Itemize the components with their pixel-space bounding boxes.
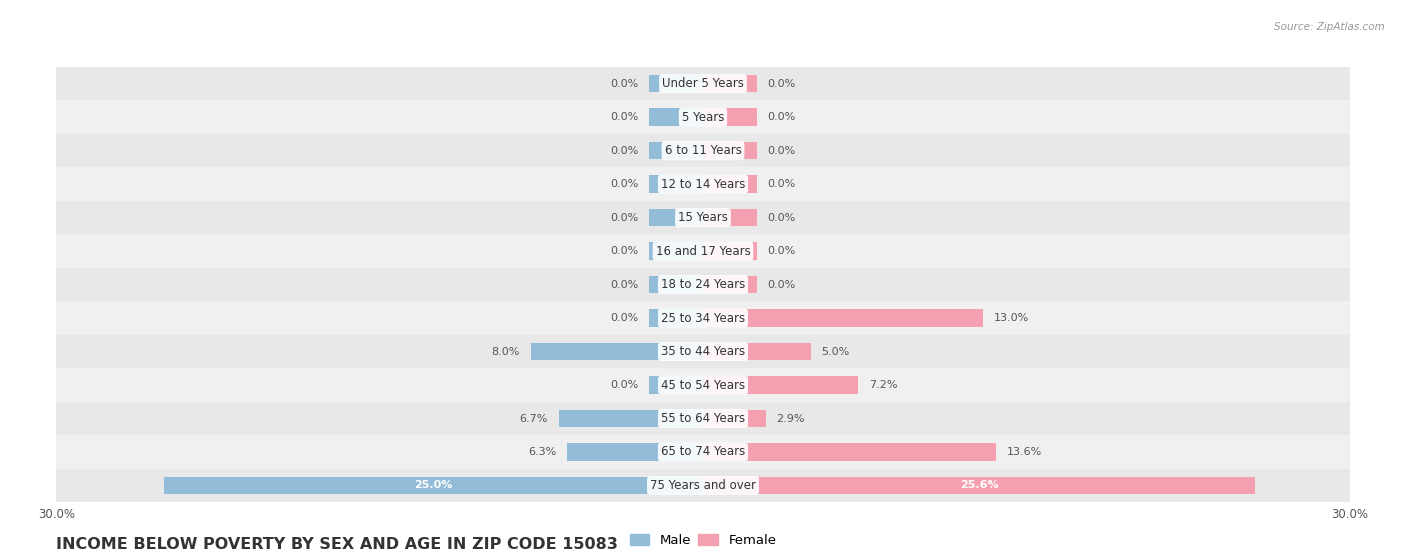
Bar	[558, 410, 703, 427]
Bar	[703, 443, 997, 461]
Text: 0.0%: 0.0%	[768, 280, 796, 290]
Bar	[703, 108, 756, 126]
Text: 0.0%: 0.0%	[610, 79, 638, 89]
Bar	[650, 309, 703, 327]
Text: 0.0%: 0.0%	[610, 246, 638, 256]
Bar	[650, 75, 703, 93]
Legend: Male, Female: Male, Female	[624, 528, 782, 552]
Text: 16 and 17 Years: 16 and 17 Years	[655, 244, 751, 258]
Text: 0.0%: 0.0%	[768, 112, 796, 122]
Text: Under 5 Years: Under 5 Years	[662, 77, 744, 90]
Bar	[650, 242, 703, 260]
Bar	[650, 108, 703, 126]
Text: 0.0%: 0.0%	[768, 79, 796, 89]
Bar	[56, 368, 1350, 402]
Text: 0.0%: 0.0%	[768, 213, 796, 223]
Text: 6.3%: 6.3%	[529, 447, 557, 457]
Bar	[703, 142, 756, 160]
Text: 18 to 24 Years: 18 to 24 Years	[661, 278, 745, 291]
Text: 0.0%: 0.0%	[610, 213, 638, 223]
Bar	[56, 67, 1350, 100]
Text: 0.0%: 0.0%	[610, 280, 638, 290]
Bar	[650, 276, 703, 294]
Bar	[650, 175, 703, 193]
Bar	[56, 201, 1350, 234]
Bar	[56, 134, 1350, 167]
Bar	[56, 402, 1350, 435]
Bar	[703, 309, 983, 327]
Bar	[56, 234, 1350, 268]
Text: 0.0%: 0.0%	[768, 246, 796, 256]
Text: 7.2%: 7.2%	[869, 380, 897, 390]
Bar	[650, 376, 703, 394]
Text: 15 Years: 15 Years	[678, 211, 728, 224]
Bar	[567, 443, 703, 461]
Text: 6.7%: 6.7%	[519, 413, 548, 424]
Bar	[56, 167, 1350, 201]
Text: 0.0%: 0.0%	[610, 380, 638, 390]
Bar	[703, 376, 858, 394]
Bar	[703, 343, 811, 360]
Bar	[703, 209, 756, 227]
Text: 25.0%: 25.0%	[415, 480, 453, 490]
Text: 25.6%: 25.6%	[960, 480, 998, 490]
Text: 25 to 34 Years: 25 to 34 Years	[661, 311, 745, 325]
Text: INCOME BELOW POVERTY BY SEX AND AGE IN ZIP CODE 15083: INCOME BELOW POVERTY BY SEX AND AGE IN Z…	[56, 537, 619, 552]
Text: 5 Years: 5 Years	[682, 110, 724, 124]
Bar	[650, 209, 703, 227]
Bar	[56, 435, 1350, 469]
Text: 13.6%: 13.6%	[1007, 447, 1042, 457]
Bar	[703, 477, 1256, 494]
Bar	[703, 276, 756, 294]
Bar	[703, 242, 756, 260]
Bar	[56, 100, 1350, 134]
Bar	[703, 410, 765, 427]
Bar	[56, 335, 1350, 368]
Bar	[165, 477, 703, 494]
Text: 0.0%: 0.0%	[768, 146, 796, 156]
Bar	[56, 301, 1350, 335]
Text: 2.9%: 2.9%	[776, 413, 804, 424]
Text: 13.0%: 13.0%	[994, 313, 1029, 323]
Text: 45 to 54 Years: 45 to 54 Years	[661, 378, 745, 392]
Text: 75 Years and over: 75 Years and over	[650, 479, 756, 492]
Bar	[703, 75, 756, 93]
Text: 0.0%: 0.0%	[610, 313, 638, 323]
Bar	[650, 142, 703, 160]
Text: 6 to 11 Years: 6 to 11 Years	[665, 144, 741, 157]
Text: 0.0%: 0.0%	[610, 112, 638, 122]
Text: Source: ZipAtlas.com: Source: ZipAtlas.com	[1274, 22, 1385, 32]
Bar	[56, 469, 1350, 502]
Text: 55 to 64 Years: 55 to 64 Years	[661, 412, 745, 425]
Text: 5.0%: 5.0%	[821, 347, 849, 357]
Text: 0.0%: 0.0%	[610, 179, 638, 189]
Text: 35 to 44 Years: 35 to 44 Years	[661, 345, 745, 358]
Bar	[530, 343, 703, 360]
Text: 12 to 14 Years: 12 to 14 Years	[661, 177, 745, 191]
Bar	[703, 175, 756, 193]
Text: 65 to 74 Years: 65 to 74 Years	[661, 445, 745, 459]
Text: 0.0%: 0.0%	[768, 179, 796, 189]
Bar	[56, 268, 1350, 301]
Text: 8.0%: 8.0%	[491, 347, 520, 357]
Text: 0.0%: 0.0%	[610, 146, 638, 156]
